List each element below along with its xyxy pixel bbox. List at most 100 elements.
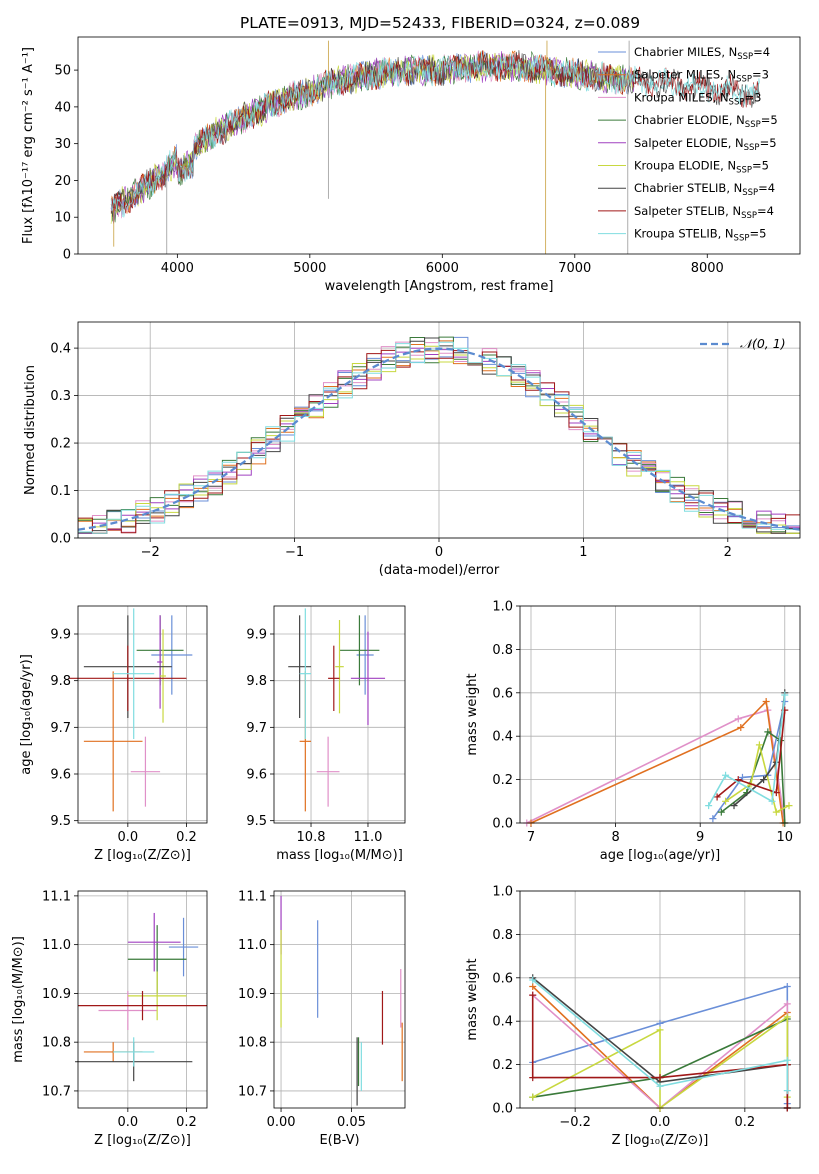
y-tick-label: 9.8 [50, 674, 71, 689]
x-tick-label: 10.8 [297, 830, 326, 845]
y-tick-label: 10.9 [238, 987, 267, 1002]
axes-frame [273, 890, 406, 1109]
y-tick-label: 11.1 [42, 889, 71, 904]
series-marker [764, 728, 772, 736]
series-marker [783, 982, 791, 990]
y-tick-label: 50 [54, 64, 71, 79]
y-tick-label: 11.1 [238, 889, 267, 904]
x-axis-label: mass [log₁₀(M/M⊙)] [276, 848, 403, 863]
series-line [716, 710, 786, 798]
y-tick-label: 0.2 [50, 437, 71, 452]
y-tick-label: 0.2 [492, 773, 513, 788]
panel-6: 0.0 0.2 10.7 10.8 10.9 11.0 11.1 Z [log₁₀(Z/Z⊙)… [11, 889, 208, 1148]
series-marker [783, 1000, 791, 1008]
legend-label: Kroupa MILES, NSSP=3 [634, 90, 761, 107]
series-marker [705, 802, 713, 810]
y-axis-label: Normed distribution [23, 365, 38, 495]
y-tick-label: 40 [54, 100, 71, 115]
x-tick-label: 0.2 [176, 830, 197, 845]
x-tick-label: 0.0 [117, 1115, 138, 1130]
y-tick-label: 0.8 [492, 928, 513, 943]
spectrum-line [110, 50, 760, 217]
x-tick-label: 0.00 [267, 1115, 296, 1130]
y-tick-label: 10.7 [42, 1084, 71, 1099]
x-tick-label: 10 [777, 830, 794, 845]
y-tick-label: 0.4 [492, 730, 513, 745]
legend-label: Chabrier ELODIE, NSSP=5 [634, 113, 778, 130]
series-marker [529, 1093, 537, 1101]
series-marker [656, 1026, 664, 1034]
series-marker [783, 1056, 791, 1064]
series-line [530, 699, 784, 824]
series-marker [781, 691, 789, 699]
gaussian-curve [77, 347, 801, 531]
panel-4: 10.8 11.0 9.5 9.6 9.7 9.8 9.9 mass [log₁₀(M/M⊙)… [246, 605, 406, 863]
y-axis-label: mass weight [465, 673, 480, 755]
y-tick-label: 9.9 [50, 628, 71, 643]
x-tick-label: 0.2 [176, 1115, 197, 1130]
axes-frame [77, 36, 801, 255]
series-marker [768, 797, 776, 805]
y-tick-label: 11.0 [238, 938, 267, 953]
x-tick-label: −1 [285, 545, 304, 560]
y-tick-label: 0.0 [50, 532, 71, 547]
axes-frame [77, 321, 801, 539]
series-marker [772, 808, 780, 816]
series-marker [722, 771, 730, 779]
x-axis-label: E(B-V) [319, 1133, 359, 1148]
panel-2: −2 −1 0 1 2 0.0 0.1 0.2 0.3 0.4 (data-model)/error… [23, 321, 801, 578]
y-tick-label: 0.4 [492, 1015, 513, 1030]
legend-label: Salpeter ELODIE, NSSP=5 [634, 136, 777, 153]
chart-title: PLATE=0913, MJD=52433, FIBERID=0324, z=0… [240, 14, 640, 32]
y-tick-label: 9.6 [246, 768, 267, 783]
y-tick-label: 10.8 [238, 1036, 267, 1051]
y-axis-label: mass weight [465, 958, 480, 1040]
series-marker [722, 797, 730, 805]
y-tick-label: 9.8 [246, 674, 267, 689]
y-tick-label: 9.6 [50, 768, 71, 783]
series-marker [713, 793, 721, 801]
panel-5: 7 8 9 10 0.0 0.2 0.4 0.6 0.8 1.0 age [log₁₀(age/yr… [465, 600, 801, 863]
series-marker [717, 808, 725, 816]
series-marker [755, 741, 763, 749]
axes-frame [273, 605, 406, 824]
series-marker [760, 776, 768, 784]
x-axis-label: Z [log₁₀(Z/Z⊙)] [94, 848, 191, 863]
series-marker [783, 1013, 791, 1021]
x-tick-label: 7 [527, 830, 535, 845]
y-tick-label: 0.2 [492, 1058, 513, 1073]
axes-frame [519, 605, 801, 824]
y-tick-label: 30 [54, 137, 71, 152]
panel-1: 4000 5000 6000 7000 8000 0 10 20 30 40 50 wavelengt… [21, 36, 801, 294]
x-tick-label: 7000 [558, 261, 591, 276]
series-line [532, 979, 789, 1091]
x-tick-label: 0.05 [337, 1115, 366, 1130]
legend-label: Chabrier STELIB, NSSP=4 [634, 181, 775, 198]
x-tick-label: 0.2 [735, 1115, 756, 1130]
x-tick-label: 6000 [426, 261, 459, 276]
x-tick-label: 0 [435, 545, 443, 560]
x-axis-label: age [log₁₀(age/yr)] [600, 848, 721, 863]
x-tick-label: −2 [141, 545, 160, 560]
y-axis-label: mass [log₁₀(M/M⊙)] [11, 936, 26, 1063]
x-tick-label: 5000 [293, 261, 326, 276]
series-marker [734, 715, 742, 723]
series-marker [529, 982, 537, 990]
panel-8: −0.2 0.0 0.2 0.0 0.2 0.4 0.6 0.8 1.0 Z [log₁₀(Z/Z… [465, 885, 801, 1148]
histogram-step [78, 341, 800, 538]
axes-frame [519, 890, 801, 1109]
y-tick-label: 20 [54, 174, 71, 189]
x-tick-label: −0.2 [559, 1115, 591, 1130]
y-tick-label: 11.0 [42, 938, 71, 953]
y-tick-label: 9.7 [246, 721, 267, 736]
y-tick-label: 1.0 [492, 600, 513, 615]
y-tick-label: 1.0 [492, 885, 513, 900]
x-tick-label: 8 [611, 830, 619, 845]
axes-frame [77, 605, 208, 824]
series-marker [529, 1074, 537, 1082]
y-axis-label: age [log₁₀(age/yr)] [19, 654, 34, 775]
panel-7: 0.00 0.05 10.7 10.8 10.9 11.0 11.1 E(B-V) [238, 889, 406, 1148]
x-axis-label: Z [log₁₀(Z/Z⊙)] [612, 1133, 709, 1148]
series-marker [709, 815, 717, 823]
y-tick-label: 0.8 [492, 643, 513, 658]
